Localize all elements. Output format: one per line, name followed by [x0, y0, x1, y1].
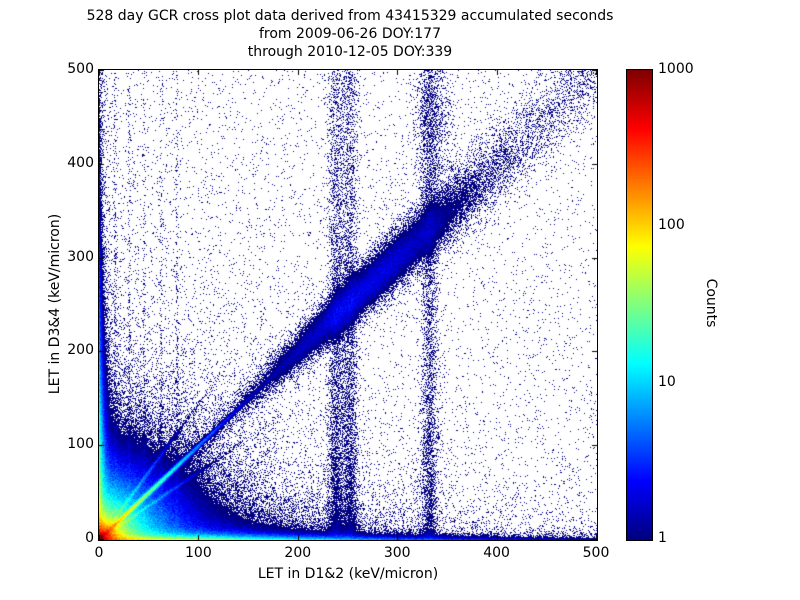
plot-title: 528 day GCR cross plot data derived from… — [0, 7, 700, 61]
colorbar-tick-label: 1000 — [658, 61, 694, 77]
y-tick-label: 400 — [67, 154, 94, 171]
x-axis-label: LET in D1&2 (keV/micron) — [257, 566, 439, 582]
x-tick-label: 200 — [284, 545, 312, 561]
colorbar-tick-label: 10 — [658, 373, 676, 390]
y-tick-label: 100 — [67, 436, 94, 453]
x-tick-label: 100 — [185, 545, 212, 561]
x-tick-label: 500 — [582, 545, 610, 561]
colorbar-tick-label: 100 — [658, 217, 685, 234]
y-tick-label: 200 — [67, 342, 94, 359]
plot-area — [98, 69, 598, 541]
y-tick-label: 500 — [67, 61, 94, 77]
title-line-3: through 2010-12-05 DOY:339 — [247, 44, 453, 60]
y-axis-label: LET in D3&4 (keV/micron) — [47, 213, 63, 395]
x-tick-label: 300 — [383, 545, 411, 561]
colorbar-tick-label: 1 — [658, 530, 667, 546]
title-line-1: 528 day GCR cross plot data derived from… — [86, 8, 614, 24]
colorbar-canvas — [627, 70, 652, 540]
colorbar — [626, 69, 653, 541]
x-tick-label: 400 — [483, 545, 510, 561]
x-tick-label: 0 — [94, 545, 104, 561]
colorbar-label: Counts — [703, 278, 719, 328]
y-tick-label: 0 — [85, 530, 94, 546]
y-tick-label: 300 — [67, 248, 94, 265]
heatmap-canvas — [99, 70, 597, 540]
title-line-2: from 2009-06-26 DOY:177 — [258, 26, 441, 42]
